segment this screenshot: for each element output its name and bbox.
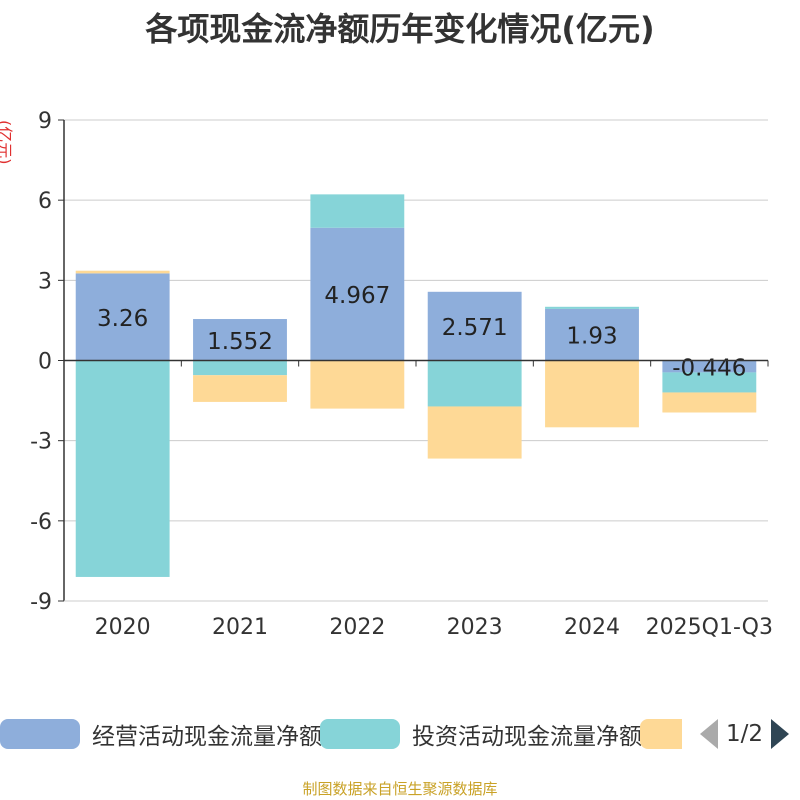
bar-investing	[427, 360, 522, 407]
legend-item-financing[interactable]	[640, 712, 682, 756]
bar-operating	[662, 360, 757, 373]
legend-swatch-financing	[640, 719, 682, 749]
bar-investing	[193, 360, 287, 376]
data-label: -0.446	[672, 355, 746, 381]
bar-operating	[75, 273, 170, 361]
x-tick-label: 2025Q1-Q3	[646, 615, 773, 640]
bar-operating	[193, 319, 287, 361]
x-tick-label: 2023	[447, 615, 503, 640]
bar-operating	[310, 227, 405, 361]
legend-prev-icon[interactable]	[700, 719, 718, 749]
data-label: 4.967	[324, 283, 390, 309]
bar-financing	[75, 270, 170, 274]
data-label: 1.552	[207, 329, 273, 355]
bar-financing	[545, 360, 639, 428]
data-label: 2.571	[442, 315, 508, 341]
legend: 经营活动现金流量净额 投资活动现金流量净额 1/2	[0, 712, 800, 756]
bar-financing	[193, 375, 287, 402]
legend-swatch-investing	[320, 719, 400, 749]
data-label: 3.26	[97, 306, 148, 332]
legend-item-operating[interactable]: 经营活动现金流量净额	[0, 712, 322, 756]
legend-label-investing: 投资活动现金流量净额	[412, 724, 642, 750]
x-tick-label: 2021	[212, 615, 268, 640]
legend-item-investing[interactable]: 投资活动现金流量净额	[320, 712, 642, 756]
y-tick-label: 3	[38, 269, 52, 294]
y-tick-label: -9	[30, 590, 52, 615]
data-label: 1.93	[566, 324, 617, 350]
chart-title: 各项现金流净额历年变化情况(亿元)	[145, 10, 655, 48]
bar-operating	[427, 291, 522, 361]
y-tick-label: -3	[30, 430, 52, 455]
legend-next-icon[interactable]	[771, 719, 790, 749]
bar-operating	[545, 308, 639, 361]
bar-financing	[662, 392, 757, 413]
y-tick-label: 0	[38, 350, 52, 375]
legend-label-operating: 经营活动现金流量净额	[92, 724, 322, 750]
legend-swatch-operating	[0, 719, 80, 749]
x-tick-label: 2022	[329, 615, 385, 640]
y-tick-label: 9	[38, 109, 52, 134]
bar-financing	[427, 406, 522, 459]
legend-pager: 1/2	[700, 712, 790, 756]
x-tick-label: 2020	[95, 615, 151, 640]
bar-investing	[662, 372, 757, 393]
y-tick-label: -6	[30, 510, 52, 535]
legend-page-indicator: 1/2	[726, 721, 764, 747]
data-source-note: 制图数据来自恒生聚源数据库	[302, 780, 498, 798]
bar-investing	[75, 360, 170, 577]
bar-financing	[310, 360, 405, 409]
bar-investing	[545, 306, 639, 309]
bar-investing	[310, 194, 405, 228]
y-tick-label: 6	[38, 189, 52, 214]
chart-area: 9 6 3 0 -3 -6 -9 3.26 1.552 4.967 2.571 1.93 -0.446 2…	[30, 109, 773, 640]
x-tick-label: 2024	[564, 615, 620, 640]
